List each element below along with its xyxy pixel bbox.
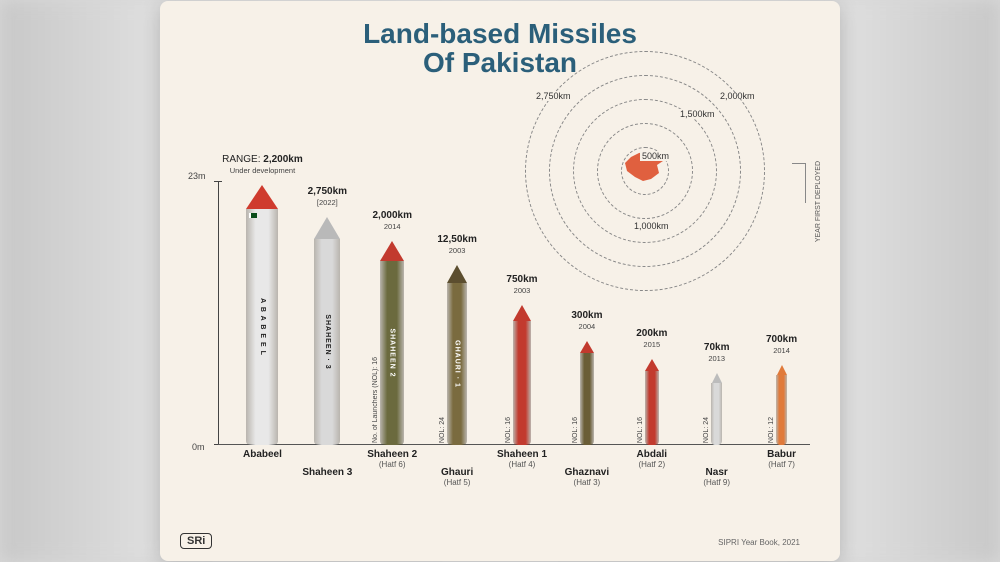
- range-value: 200km: [636, 328, 667, 339]
- infographic-card: Land-based Missiles Of Pakistan YEAR FIR…: [160, 1, 840, 561]
- missile-nose: [513, 305, 531, 321]
- missile-column: 750km2003NOL: 16Shaheen 1(Hatf 4): [494, 305, 551, 505]
- missile-range-label: 2,000km2014: [372, 210, 411, 231]
- range-sub: 2003: [437, 246, 476, 255]
- missile-side-label: SHAHEEN 2: [389, 328, 396, 377]
- range-value: 700km: [766, 334, 797, 345]
- range-sub: 2013: [704, 354, 730, 363]
- flag-icon: [249, 213, 257, 218]
- range-value: 2,000km: [372, 210, 411, 221]
- missile-nose: [380, 241, 404, 261]
- missile-nose: [314, 217, 340, 239]
- missile-range-label: 70km2013: [704, 342, 730, 363]
- missile-range-label: 2,750km[2022]: [308, 186, 347, 207]
- missile-column: 12,50km2003GHAURI · 1NOL: 24Ghauri(Hatf …: [429, 265, 486, 505]
- missile-name: Ababeel: [243, 449, 282, 460]
- missile-body-wrap: SHAHEEN 2No. of Launchers (NOL): 16Shahe…: [380, 241, 404, 445]
- missile-range-label: 750km2003: [506, 274, 537, 295]
- missile-name: Shaheen 3: [302, 467, 352, 478]
- nol-label: NOL: 16: [637, 417, 644, 443]
- nol-label: NOL: 16: [505, 417, 512, 443]
- missile-column: 70km2013NOL: 24Nasr(Hatf 9): [688, 373, 745, 505]
- missile-name: Nasr(Hatf 9): [703, 467, 730, 487]
- axis-label-top: 23m: [188, 171, 206, 181]
- missile-name: Abdali(Hatf 2): [637, 449, 668, 469]
- missile-column: 700km2014NOL: 12Babur(Hatf 7): [753, 365, 810, 505]
- range-sub: 2003: [506, 286, 537, 295]
- range-value: 12,50km: [437, 234, 476, 245]
- missile-body: NOL: 16: [513, 321, 531, 445]
- range-sub: [2022]: [308, 198, 347, 207]
- range-ring-label: 2,750km: [534, 91, 573, 101]
- missile-range-label: RANGE: 2,200kmUnder development: [222, 154, 303, 175]
- range-value: 750km: [506, 274, 537, 285]
- missile-body: A B A B E E L: [246, 209, 278, 445]
- missile-nose: [645, 359, 659, 371]
- missile-name: Babur(Hatf 7): [767, 449, 796, 469]
- missile-nose: [447, 265, 467, 283]
- missile-body: GHAURI · 1NOL: 24: [447, 283, 467, 445]
- title-line1: Land-based Missiles: [363, 18, 637, 49]
- missile-body-wrap: NOL: 24Nasr(Hatf 9): [711, 373, 722, 445]
- axis-line: [218, 181, 219, 445]
- nol-label: NOL: 16: [572, 417, 579, 443]
- missile-body: NOL: 24: [711, 383, 722, 445]
- missile-body-wrap: SHAHEEN · 3Shaheen 3: [314, 217, 340, 445]
- missile-name: Ghaznavi(Hatf 3): [565, 467, 609, 487]
- missile-body: NOL: 16: [645, 371, 659, 445]
- missile-body: NOL: 16: [580, 353, 594, 445]
- year-deployed-label: YEAR FIRST DEPLOYED: [815, 161, 822, 242]
- range-sub: Under development: [222, 166, 303, 175]
- missile-column: 200km2015NOL: 16Abdali(Hatf 2): [623, 359, 680, 505]
- source-citation: SIPRI Year Book, 2021: [718, 538, 800, 547]
- range-sub: 2014: [766, 346, 797, 355]
- range-sub: 2014: [372, 222, 411, 231]
- missile-body-wrap: NOL: 16Ghaznavi(Hatf 3): [580, 341, 594, 445]
- missile-body-wrap: NOL: 16Abdali(Hatf 2): [645, 359, 659, 445]
- source-logo: SRi: [180, 533, 212, 549]
- range-value: 70km: [704, 342, 730, 353]
- missile-range-label: 700km2014: [766, 334, 797, 355]
- axis-tick-top: [214, 181, 222, 182]
- range-value: 300km: [571, 310, 602, 321]
- range-sub: 2004: [571, 322, 602, 331]
- missile-body-wrap: NOL: 12Babur(Hatf 7): [776, 365, 787, 445]
- range-value: RANGE: 2,200km: [222, 154, 303, 165]
- missile-column: 2,000km2014SHAHEEN 2No. of Launchers (NO…: [364, 241, 421, 505]
- missile-body-wrap: NOL: 16Shaheen 1(Hatf 4): [513, 305, 531, 445]
- missile-body: SHAHEEN 2No. of Launchers (NOL): 16: [380, 261, 404, 445]
- missile-nose: [246, 185, 278, 209]
- missile-side-label: GHAURI · 1: [454, 340, 461, 388]
- missile-nose: [777, 365, 787, 375]
- missile-side-label: A B A B E E L: [259, 298, 266, 356]
- missile-body: NOL: 12: [776, 375, 787, 445]
- nol-label: NOL: 24: [439, 417, 446, 443]
- axis-label-bottom: 0m: [192, 442, 205, 452]
- nol-label: NOL: 24: [703, 417, 710, 443]
- missile-column: 300km2004NOL: 16Ghaznavi(Hatf 3): [558, 341, 615, 505]
- height-axis: 23m 0m: [200, 165, 224, 505]
- missile-name: Ghauri(Hatf 5): [441, 467, 473, 487]
- missile-column: RANGE: 2,200kmUnder developmentA B A B E…: [234, 185, 291, 505]
- missile-body-wrap: GHAURI · 1NOL: 24Ghauri(Hatf 5): [447, 265, 467, 445]
- nol-label: No. of Launchers (NOL): 16: [372, 357, 379, 443]
- missile-name: Shaheen 1(Hatf 4): [497, 449, 547, 469]
- missile-side-label: SHAHEEN · 3: [324, 314, 331, 369]
- missile-row: RANGE: 2,200kmUnder developmentA B A B E…: [234, 165, 810, 505]
- missile-chart: 23m 0m RANGE: 2,200kmUnder developmentA …: [200, 165, 810, 505]
- missile-nose: [580, 341, 594, 353]
- missile-range-label: 200km2015: [636, 328, 667, 349]
- nol-label: NOL: 12: [768, 417, 775, 443]
- missile-body: SHAHEEN · 3: [314, 239, 340, 445]
- missile-range-label: 12,50km2003: [437, 234, 476, 255]
- range-value: 2,750km: [308, 186, 347, 197]
- missile-name: Shaheen 2(Hatf 6): [367, 449, 417, 469]
- missile-body-wrap: A B A B E E LAbabeel: [246, 185, 278, 445]
- missile-nose: [712, 373, 722, 383]
- missile-range-label: 300km2004: [571, 310, 602, 331]
- range-sub: 2015: [636, 340, 667, 349]
- missile-column: 2,750km[2022]SHAHEEN · 3Shaheen 3: [299, 217, 356, 505]
